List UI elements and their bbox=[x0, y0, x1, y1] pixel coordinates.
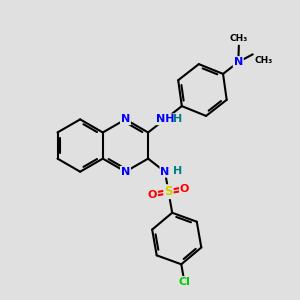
Text: CH₃: CH₃ bbox=[230, 34, 248, 43]
Text: O: O bbox=[148, 190, 157, 200]
Text: H: H bbox=[173, 166, 182, 176]
Text: CH₃: CH₃ bbox=[254, 56, 272, 65]
Text: S: S bbox=[164, 185, 173, 198]
Text: N: N bbox=[160, 167, 170, 177]
Text: N: N bbox=[234, 57, 243, 67]
Text: H: H bbox=[173, 114, 182, 124]
Text: O: O bbox=[180, 184, 189, 194]
Text: NH: NH bbox=[156, 114, 174, 124]
Text: Cl: Cl bbox=[178, 277, 190, 287]
Text: N: N bbox=[121, 114, 130, 124]
Text: N: N bbox=[121, 167, 130, 177]
